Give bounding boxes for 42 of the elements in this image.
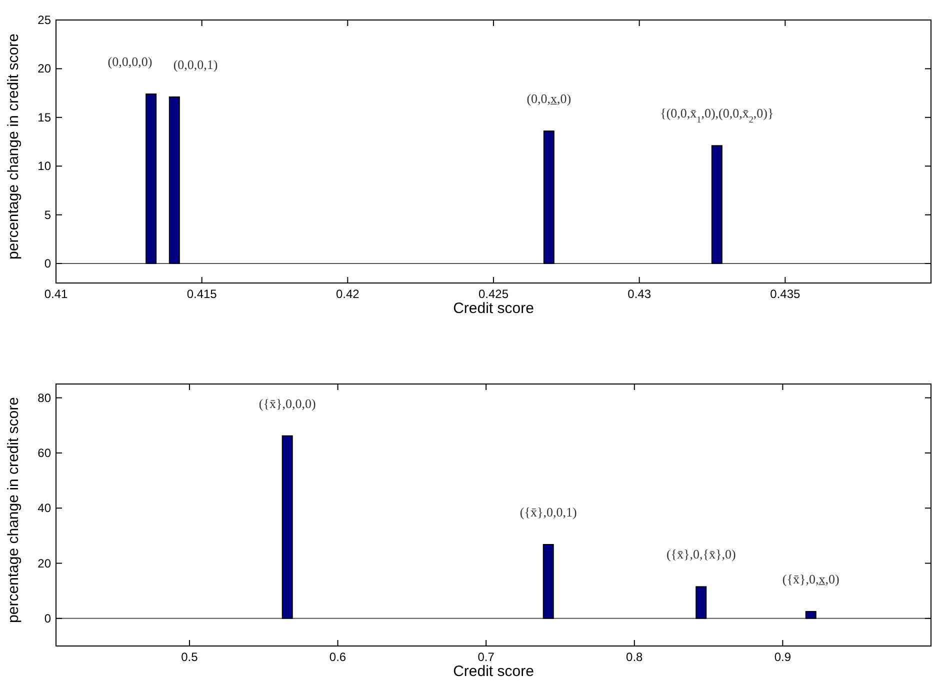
annotation: (0,0,0,0) <box>108 54 152 70</box>
y-tick-label: 40 <box>38 501 52 516</box>
x-tick-label: 0.7 <box>478 650 495 664</box>
bar <box>542 544 554 619</box>
bar <box>146 94 157 264</box>
y-tick-label: 0 <box>44 256 52 271</box>
annotation: (0,0,0,1) <box>173 56 218 72</box>
bar <box>168 96 180 264</box>
y-axis-title: percentage change in credit score <box>5 397 22 623</box>
bar <box>543 130 554 264</box>
bar <box>711 145 722 264</box>
x-tick-label: 0.43 <box>628 287 652 301</box>
y-tick-label: 5 <box>44 208 52 222</box>
x-tick-label: 0.5 <box>181 650 198 664</box>
y-axis-title: percentage change in credit score <box>5 34 22 260</box>
y-tick-label: 15 <box>38 110 52 124</box>
x-tick-label: 0.8 <box>626 650 644 664</box>
bar <box>282 435 293 619</box>
annotation: ({x̄},0,x̲,0) <box>782 572 840 587</box>
annotation: ({x̄},0,0,0) <box>258 396 316 411</box>
bar <box>805 611 816 619</box>
annotation: ({x̄},0,0,1) <box>520 504 577 520</box>
y-tick-label: 60 <box>38 446 52 460</box>
annotation: {(0,0,x̄$_{1}$,0),(0,0,x̄$_{2}$,0)} <box>660 106 774 125</box>
annotation: (0,0,x̲,0) <box>526 91 572 106</box>
y-tick-label: 25 <box>38 13 52 27</box>
y-tick-label: 80 <box>38 390 52 405</box>
x-axis-title: Credit score <box>453 300 534 317</box>
x-tick-label: 0.415 <box>186 287 218 301</box>
y-tick-label: 10 <box>38 159 52 174</box>
bar <box>696 586 707 619</box>
y-tick-label: 20 <box>38 556 52 570</box>
x-tick-label: 0.9 <box>774 650 792 664</box>
x-tick-label: 0.42 <box>336 287 360 301</box>
y-tick-label: 20 <box>38 62 52 76</box>
x-tick-label: 0.41 <box>44 287 68 301</box>
x-tick-label: 0.425 <box>478 287 509 301</box>
x-axis-title: Credit score <box>453 663 534 680</box>
y-tick-label: 0 <box>44 611 52 626</box>
annotation: ({x̄},0,{x̄},0) <box>666 546 736 562</box>
x-tick-label: 0.6 <box>329 650 346 664</box>
x-tick-label: 0.435 <box>770 287 801 301</box>
